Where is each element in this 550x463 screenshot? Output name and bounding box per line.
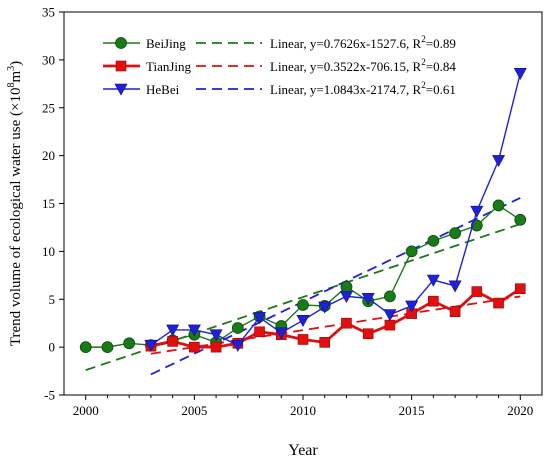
y-axis-label-exp: 8 [6,83,17,88]
legend-label: TianJing [146,59,192,74]
data-point-tianjing [362,328,374,340]
legend-marker [114,83,128,96]
y-axis-label: Trend volume of ecological water use (×1… [6,61,24,346]
data-point-hebei [274,327,288,340]
data-point-hebei [209,329,223,342]
data-point-hebei [383,309,397,322]
data-point-tianjing [254,326,265,338]
data-point-tianjing [428,295,439,307]
data-point-beijing [427,234,440,247]
x-tick-label: 2010 [290,403,316,418]
x-tick-label: 2005 [181,403,207,418]
data-series [79,67,527,354]
data-point-hebei [405,300,419,313]
trend-line-beijing [85,223,521,371]
data-point-hebei [492,155,506,168]
data-point-hebei [253,312,267,325]
y-tick-label: 20 [42,148,55,163]
trend-line-tianjing [150,295,521,355]
x-tick-label: 2000 [73,403,99,418]
data-point-tianjing [341,317,352,329]
data-point-hebei [166,324,180,337]
y-tick-label: 0 [49,340,56,355]
data-point-hebei [318,301,332,314]
data-point-tianjing [471,286,483,297]
data-point-tianjing [449,306,461,317]
data-point-hebei [426,274,440,287]
data-point-hebei [231,339,245,352]
data-point-tianjing [319,337,331,348]
data-point-beijing [340,280,353,293]
data-point-beijing [297,299,309,311]
y-axis-label-close: ) [8,61,24,66]
data-point-beijing [101,341,114,354]
legend-label: BeiJing [146,36,186,51]
data-point-beijing [405,245,418,258]
data-point-hebei [448,280,462,293]
data-point-beijing [384,290,396,303]
legend-label: HeBei [146,82,180,97]
y-tick-label: 30 [42,52,55,67]
y-tick-label: 35 [42,5,55,20]
data-point-tianjing [384,319,396,331]
legend-fit-equation: Linear, y=0.7626x-1527.6, R2=0.89 [270,34,456,51]
data-point-tianjing [297,334,309,345]
y-tick-label: -5 [44,388,55,403]
legend-fit-equation: Linear, y=0.3522x-706.15, R2=0.84 [270,57,456,74]
data-point-tianjing [189,341,200,353]
x-tick-label: 2015 [399,403,425,418]
legend-marker [115,37,127,49]
y-tick-label: 15 [42,196,55,211]
data-point-hebei [296,315,310,327]
data-point-tianjing [210,341,222,353]
legend: BeiJing Linear, y=0.7626x-1527.6, R2=0.89… [103,34,456,97]
data-point-beijing [231,322,244,334]
x-tick-label: 2020 [507,403,533,418]
data-point-hebei [470,205,484,218]
data-point-beijing [514,213,527,226]
y-axis-label-unit: m [8,71,24,83]
data-point-beijing [123,337,136,350]
y-tick-label: 25 [42,100,55,115]
data-point-hebei [187,324,201,337]
data-point-tianjing [514,283,526,295]
data-point-hebei [144,339,158,352]
data-point-hebei [361,292,375,305]
axes: 2000 2005 2010 2015 2020 -5 0 5 10 15 20 25 30 35 [42,5,543,418]
data-point-hebei [339,291,353,304]
y-tick-label: 5 [49,292,56,307]
data-point-beijing [449,227,461,240]
legend-marker [115,60,127,72]
data-point-beijing [79,341,92,354]
data-point-hebei [513,67,527,80]
y-tick-label: 10 [42,244,55,259]
y-axis-label-unit-exp: 3 [6,66,17,71]
x-axis-label: Year [288,442,318,459]
y-axis-label-main: Trend volume of ecological water use (×1… [8,88,24,347]
data-point-tianjing [167,336,178,347]
data-point-beijing [492,199,505,212]
legend-fit-equation: Linear, y=1.0843x-2174.7, R2=0.61 [270,80,456,97]
data-point-tianjing [493,297,504,309]
